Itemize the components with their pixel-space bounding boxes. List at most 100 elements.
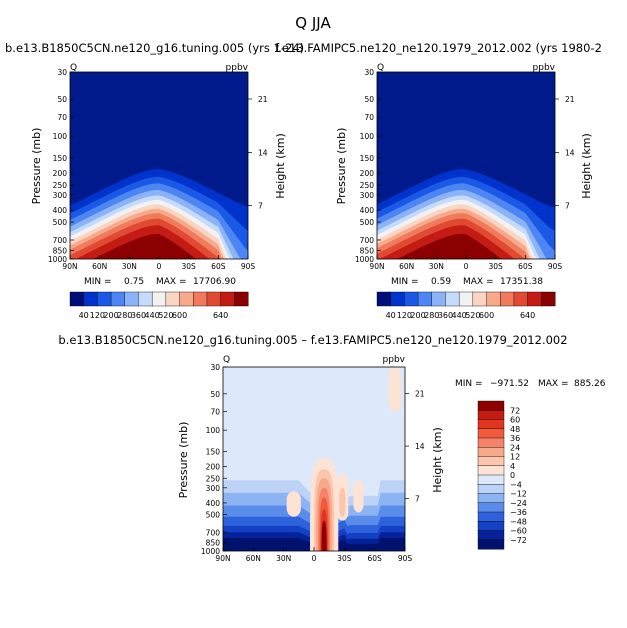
panel-diff-colorbar-label-12: −48 — [510, 517, 527, 526]
panel-diff-colorbar-label-0: 72 — [510, 406, 520, 415]
panel-right-ytick-label-3: 100 — [360, 132, 375, 141]
panel-right-colorbar-swatch-6 — [458, 291, 474, 307]
panel-right-colorbar-label-0: 40 — [386, 311, 396, 320]
panel-diff-colorbar-swatch-6 — [477, 456, 505, 467]
panel-right-contours — [377, 169, 555, 259]
panel-left-plot — [70, 72, 248, 259]
panel-left-ytick-label-7: 300 — [53, 191, 68, 200]
panel-left-colorbar-label-3: 280 — [117, 311, 132, 320]
panel-diff-colorbar-swatch-9 — [477, 484, 505, 495]
panel-diff-title: b.e13.B1850C5CN.ne120_g16.tuning.005 – f… — [58, 333, 567, 347]
panel-diff-xtick-label-1: 60N — [246, 554, 261, 563]
panel-diff-ytick-label-1: 50 — [210, 390, 220, 399]
panel-right-ytick-label-1: 50 — [364, 95, 374, 104]
figure-title: Q JJA — [295, 14, 331, 32]
panel-left-colorbar-swatch-1 — [83, 291, 98, 307]
panel-right-colorbar-swatch-8 — [486, 291, 501, 307]
panel-diff-max-value: 885.26 — [574, 379, 606, 389]
panel-diff-colorbar-swatch-12 — [477, 511, 505, 522]
panel-left-colorbar-label-2: 200 — [103, 311, 118, 320]
panel-left-ytick-right-label-2: 7 — [258, 202, 263, 211]
panel-diff-colorbar-swatch-8 — [477, 474, 505, 485]
panel-right-xtick-label-0: 90N — [369, 262, 384, 271]
panel-right-colorbar-label-8: 640 — [520, 311, 535, 320]
panel-diff-variable: Q — [223, 355, 230, 365]
panel-diff-ylabel: Pressure (mb) — [177, 422, 190, 499]
panel-diff-colorbar-swatch-11 — [477, 502, 505, 513]
panel-diff-ytick-label-8: 400 — [206, 499, 221, 508]
panel-diff-colorbar-swatch-4 — [477, 437, 505, 448]
panel-diff-xtick-label-3: 0 — [312, 554, 317, 563]
panel-left-xtick-label-3: 0 — [157, 262, 162, 271]
panel-left-units: ppbv — [226, 63, 249, 73]
panel-diff-ytick-label-11: 850 — [206, 538, 221, 547]
panel-diff-colorbar-swatch-14 — [477, 530, 505, 541]
panel-left-contours — [70, 169, 248, 259]
panel-right-ytick-right-label-2: 7 — [565, 202, 570, 211]
panel-right-xtick-label-5: 60S — [518, 262, 533, 271]
panel-diff-plot — [223, 367, 405, 551]
panel-diff-ytick-right-label-2: 7 — [415, 495, 420, 504]
panel-right-xtick-label-1: 60N — [399, 262, 414, 271]
panel-diff-colorbar-label-13: −60 — [510, 527, 527, 536]
panel-diff-colorbar-label-6: 4 — [510, 462, 515, 471]
panel-right-colorbar-swatch-3 — [417, 291, 433, 307]
panel-right-ytick-label-5: 200 — [360, 169, 375, 178]
panel-right-colorbar-swatch-1 — [390, 291, 405, 307]
panel-right-contour-band-11 — [377, 234, 555, 259]
panel-diff-units: ppbv — [383, 355, 406, 365]
panel-right-colorbar-label-1: 120 — [397, 311, 412, 320]
panel-left-max-label: MAX = — [156, 277, 187, 287]
panel-left-ytick-label-12: 1000 — [48, 255, 67, 264]
panel-right-units: ppbv — [533, 63, 556, 73]
panel-diff-colorbar-label-14: −72 — [510, 536, 527, 545]
panel-diff-colorbar-swatch-5 — [477, 447, 505, 458]
panel-left-colorbar-swatch-12 — [234, 291, 249, 307]
panel-left-ytick-label-9: 500 — [53, 218, 68, 227]
panel-diff-xtick-label-5: 60S — [368, 554, 383, 563]
panel-right-colorbar-label-6: 520 — [465, 311, 480, 320]
panel-left-colorbar-swatch-11 — [220, 291, 235, 307]
panel-diff-colorbar-swatch-2 — [477, 419, 505, 430]
panel-diff-colorbar-swatch-0 — [477, 400, 505, 411]
panel-left-colorbar-label-8: 640 — [213, 311, 228, 320]
panel-left-colorbar-swatch-8 — [179, 291, 194, 307]
panel-left-colorbar-swatch-4 — [124, 291, 139, 307]
panel-right-xticks: 90N 60N 30N 0 30S 60S 90S — [369, 255, 562, 271]
panel-diff: b.e13.B1850C5CN.ne120_g16.tuning.005 – f… — [58, 333, 605, 563]
panel-right-ytick-label-8: 400 — [360, 206, 375, 215]
panel-diff-ytick-label-4: 150 — [206, 447, 221, 456]
panel-left-colorbar-swatch-10 — [206, 291, 222, 307]
panel-left-ytick-label-3: 100 — [53, 132, 68, 141]
panel-diff-ytick-label-7: 300 — [206, 484, 221, 493]
panel-diff-colorbar-label-10: −24 — [510, 499, 527, 508]
panel-diff-lobe-3 — [353, 480, 364, 513]
panel-left-yticks-right: 21 14 7 — [248, 95, 268, 211]
panel-diff-contours — [223, 367, 405, 551]
panel-left-xtick-label-0: 90N — [62, 262, 77, 271]
panel-diff-ytick-right-label-1: 14 — [415, 442, 425, 451]
panel-diff-lobe-4 — [388, 367, 401, 412]
panel-left-xtick-label-5: 60S — [211, 262, 226, 271]
panel-diff-ytick-label-12: 1000 — [201, 547, 220, 556]
panel-left-max-value: 17706.90 — [193, 277, 236, 287]
panel-diff-xticks: 90N 60N 30N 0 30S 60S 90S — [215, 547, 412, 563]
panel-diff-colorbar-label-7: 0 — [510, 471, 515, 480]
panel-diff-ytick-label-0: 30 — [210, 363, 220, 372]
panel-diff-yticks-right: 21 14 7 — [405, 390, 425, 504]
panel-right-xtick-label-3: 0 — [464, 262, 469, 271]
panel-diff-ylabel-right: Height (km) — [431, 427, 444, 493]
panel-left-min-label: MIN = — [84, 277, 112, 287]
panel-left-colorbar-label-7: 600 — [172, 311, 187, 320]
panel-left-ytick-label-8: 400 — [53, 206, 68, 215]
panel-right-colorbar-swatch-10 — [513, 291, 529, 307]
panel-diff-ytick-label-6: 250 — [206, 474, 221, 483]
panel-left-ytick-label-2: 70 — [57, 113, 67, 122]
panel-diff-xtick-label-6: 90S — [398, 554, 413, 563]
panel-right-max-label: MAX = — [463, 277, 494, 287]
panel-diff-colorbar-swatch-13 — [477, 521, 505, 532]
panel-diff-colorbar-swatch-7 — [477, 465, 505, 476]
